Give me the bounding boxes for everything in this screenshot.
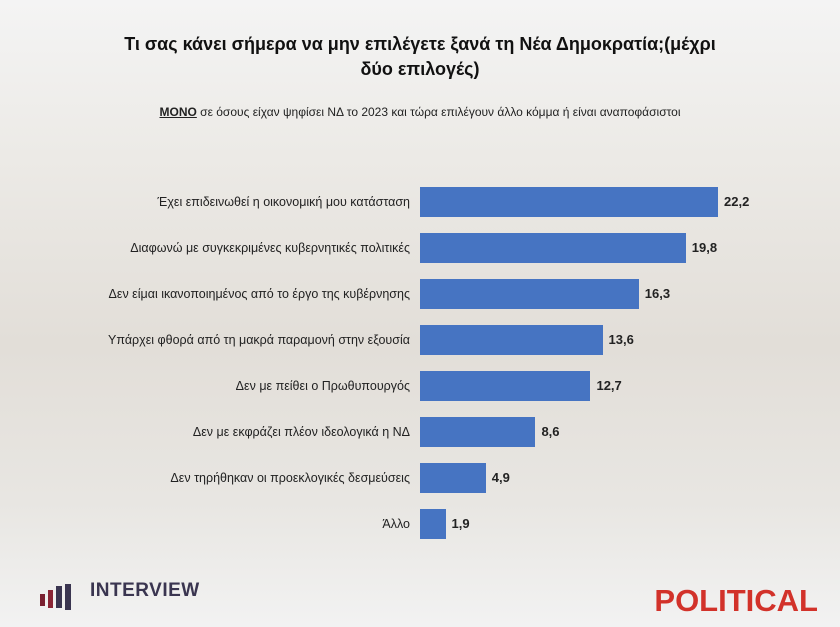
bar: [420, 279, 639, 309]
bar: [420, 463, 486, 493]
subtitle-lead: ΜΟΝΟ: [159, 105, 197, 119]
bar: [420, 417, 536, 447]
logo-icon: [40, 584, 71, 610]
subtitle-text: σε όσους είχαν ψηφίσει ΝΔ το 2023 και τώ…: [200, 105, 681, 119]
bar: [420, 187, 718, 217]
value-label: 16,3: [644, 286, 671, 301]
category-label: Δεν με εκφράζει πλέον ιδεολογικά η ΝΔ: [192, 425, 410, 439]
bar: [420, 371, 591, 401]
category-label: Υπάρχει φθορά από τη μακρά παραμονή στην…: [108, 333, 410, 347]
value-label: 1,9: [451, 516, 470, 531]
value-label: 19,8: [691, 240, 718, 255]
bar: [420, 509, 446, 539]
category-label: Δεν με πείθει ο Πρωθυπουργός: [235, 379, 410, 393]
value-label: 8,6: [541, 424, 560, 439]
logo-interview: INTERVIEW: [90, 580, 200, 601]
chart-title: Τι σας κάνει σήμερα να μην επιλέγετε ξαν…: [124, 34, 716, 79]
value-label: 13,6: [608, 332, 634, 347]
value-label: 4,9: [491, 470, 510, 485]
bar: [420, 325, 603, 355]
bar: [420, 233, 686, 263]
value-label: 12,7: [596, 378, 622, 393]
category-label: Άλλο: [382, 517, 410, 531]
logo-political: POLITICAL: [654, 583, 818, 618]
category-label: Έχει επιδεινωθεί η οικονομική μου κατάστ…: [157, 195, 410, 209]
category-label: Διαφωνώ με συγκεκριμένες κυβερνητικές πο…: [130, 241, 410, 255]
category-label: Δεν είμαι ικανοποιημένος από το έργο της…: [108, 287, 410, 301]
value-label: 22,2: [724, 194, 750, 209]
subtitle: ΜΟΝΟ σε όσους είχαν ψηφίσει ΝΔ το 2023 κ…: [140, 104, 700, 121]
category-label: Δεν τηρήθηκαν οι προεκλογικές δεσμεύσεις: [170, 471, 410, 485]
